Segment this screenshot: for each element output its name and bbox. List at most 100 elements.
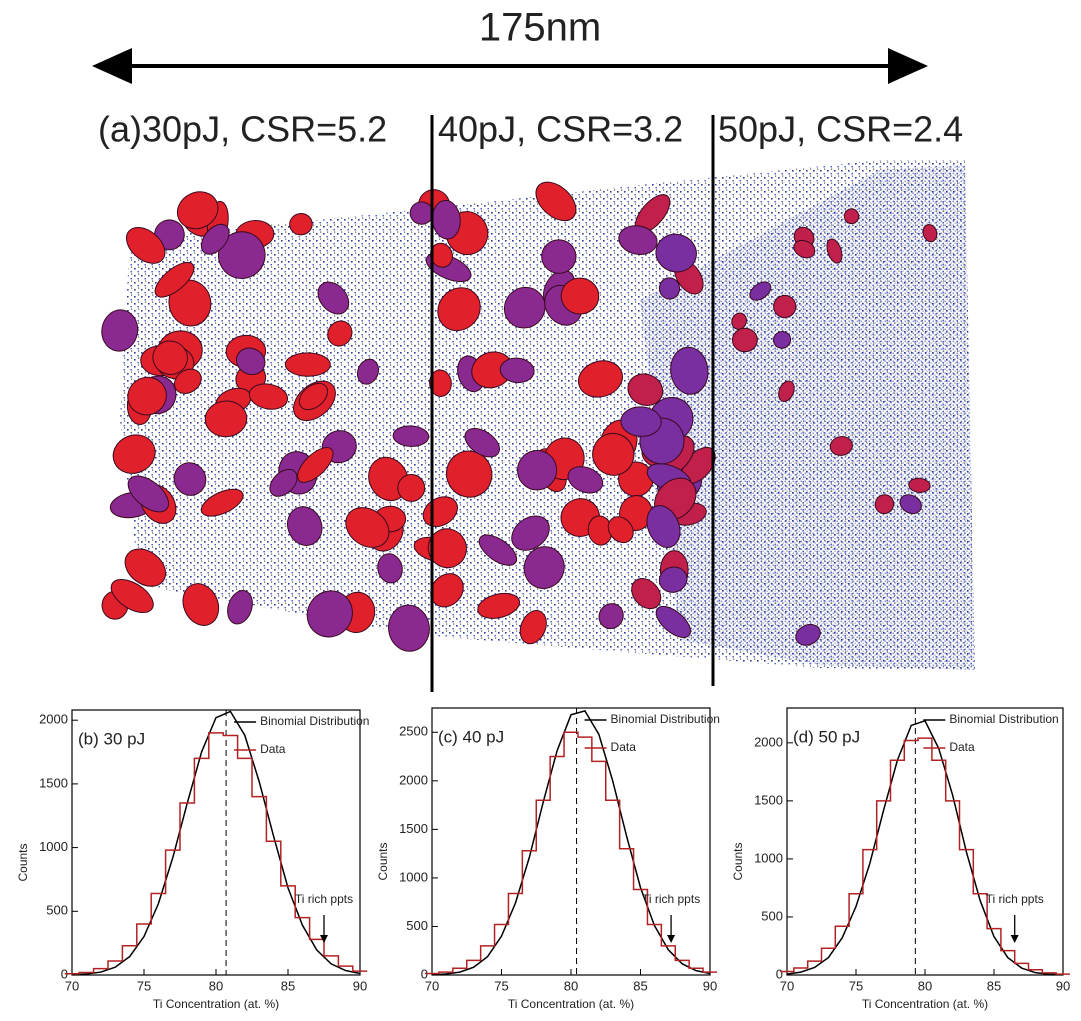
precipitate: [646, 505, 681, 548]
x-axis-label: Ti Concentration (at. %): [862, 997, 988, 1011]
precipitate: [899, 494, 922, 515]
fit-line: [71, 710, 361, 976]
precipitate: [523, 546, 565, 590]
histogram-panel: 70 75 80 85 90 0 500 1000 1500 2000 Ti Concentrati…: [16, 709, 369, 1011]
histogram-panel: 70 75 80 85 90 0 500 1000 1500 2000 Ti Concentrati…: [731, 707, 1070, 1011]
scale-label: 175nm: [479, 6, 601, 50]
precipitate: [176, 191, 219, 230]
precipitate: [101, 309, 139, 352]
precipitate: [627, 373, 664, 406]
precipitate: [297, 447, 334, 483]
y-axis-label: Counts: [376, 842, 390, 880]
x-axis-label: Ti Concentration (at. %): [508, 997, 634, 1011]
precipitate: [204, 400, 248, 438]
y-tick-label: 0: [776, 966, 783, 981]
panel-label: 50pJ, CSR=2.4: [718, 109, 963, 150]
y-tick-label: 2000: [39, 712, 68, 727]
precipitate: [477, 592, 521, 619]
precipitate: [269, 468, 298, 497]
precipitate: [200, 223, 230, 255]
precipitate: [578, 360, 623, 398]
annotation: Ti rich ppts: [295, 892, 353, 906]
precipitate: [778, 380, 795, 402]
precipitate: [598, 603, 624, 630]
panel-title: (d) 50 pJ: [793, 727, 860, 746]
precipitate: [356, 358, 380, 385]
annotation: Ti rich ppts: [986, 892, 1044, 906]
precipitate: [560, 277, 600, 315]
y-tick-label: 500: [46, 903, 68, 918]
precipitate: [430, 573, 464, 608]
precipitate: [182, 583, 220, 626]
arrow-head: [92, 48, 132, 84]
precipitate: [655, 233, 697, 273]
precipitate: [749, 281, 772, 301]
y-tick-label: 1500: [399, 821, 428, 836]
atom-cloud-dense: [640, 165, 975, 670]
x-tick-label: 85: [281, 978, 295, 993]
y-axis-label: Counts: [16, 843, 30, 881]
y-tick-label: 2000: [754, 734, 783, 749]
precipitate: [592, 432, 635, 476]
x-tick-label: 70: [780, 978, 794, 993]
y-tick-label: 500: [406, 918, 428, 933]
precipitate: [110, 579, 154, 614]
precipitate: [826, 238, 843, 264]
x-tick-label: 75: [849, 978, 863, 993]
precipitate: [298, 382, 329, 411]
y-tick-label: 0: [421, 966, 428, 981]
precipitate: [658, 566, 688, 593]
precipitate: [397, 474, 426, 502]
annotation: Ti rich ppts: [642, 892, 700, 906]
precipitate: [731, 312, 747, 330]
panel-title: (c) 40 pJ: [438, 727, 504, 746]
fit-line: [786, 719, 1064, 976]
precipitate: [516, 450, 558, 491]
precipitate: [607, 516, 634, 544]
precipitate: [112, 434, 156, 474]
x-tick-label: 85: [633, 978, 647, 993]
data-step-line: [425, 731, 717, 975]
x-tick-label: 75: [494, 978, 508, 993]
y-tick-label: 2000: [399, 772, 428, 787]
y-tick-label: 1500: [39, 775, 68, 790]
precipitates: [101, 181, 938, 652]
precipitate: [655, 605, 691, 638]
y-tick-label: 1000: [399, 869, 428, 884]
x-tick-label: 70: [425, 978, 439, 993]
precipitate: [437, 287, 481, 332]
data-step-line: [64, 732, 368, 975]
precipitate: [345, 507, 390, 548]
y-tick-label: 1000: [754, 850, 783, 865]
legend-label: Binomial Distribution: [949, 712, 1058, 726]
panel-label: 40pJ, CSR=3.2: [438, 109, 683, 150]
precipitate: [317, 281, 350, 315]
legend-label: Data: [260, 742, 286, 756]
precipitate: [773, 331, 792, 349]
x-tick-label: 80: [918, 978, 932, 993]
precipitate: [388, 604, 430, 652]
y-tick-label: 1000: [39, 839, 68, 854]
y-tick-label: 500: [761, 908, 783, 923]
y-tick-label: 0: [61, 966, 68, 981]
fit-line: [431, 710, 711, 976]
precipitate: [173, 462, 207, 496]
histogram-panel: 70 75 80 85 90 0 500 1000 1500 2000 2500 Ti Concent…: [376, 707, 720, 1011]
precipitate: [327, 320, 353, 347]
x-tick-label: 90: [1056, 978, 1070, 993]
arrow-head: [888, 48, 928, 84]
precipitate: [631, 578, 662, 610]
panel-title: (b) 30 pJ: [78, 729, 145, 748]
legend-label: Binomial Distribution: [260, 714, 369, 728]
precipitate: [464, 427, 500, 458]
precipitate: [793, 239, 816, 259]
x-tick-label: 75: [137, 978, 151, 993]
y-tick-label: 1500: [754, 792, 783, 807]
y-axis-label: Counts: [731, 842, 745, 880]
x-tick-label: 90: [353, 978, 367, 993]
x-tick-label: 80: [564, 978, 578, 993]
precipitate: [235, 347, 266, 376]
precipitate: [567, 466, 604, 494]
precipitate: [200, 488, 244, 517]
precipitate: [445, 450, 493, 498]
